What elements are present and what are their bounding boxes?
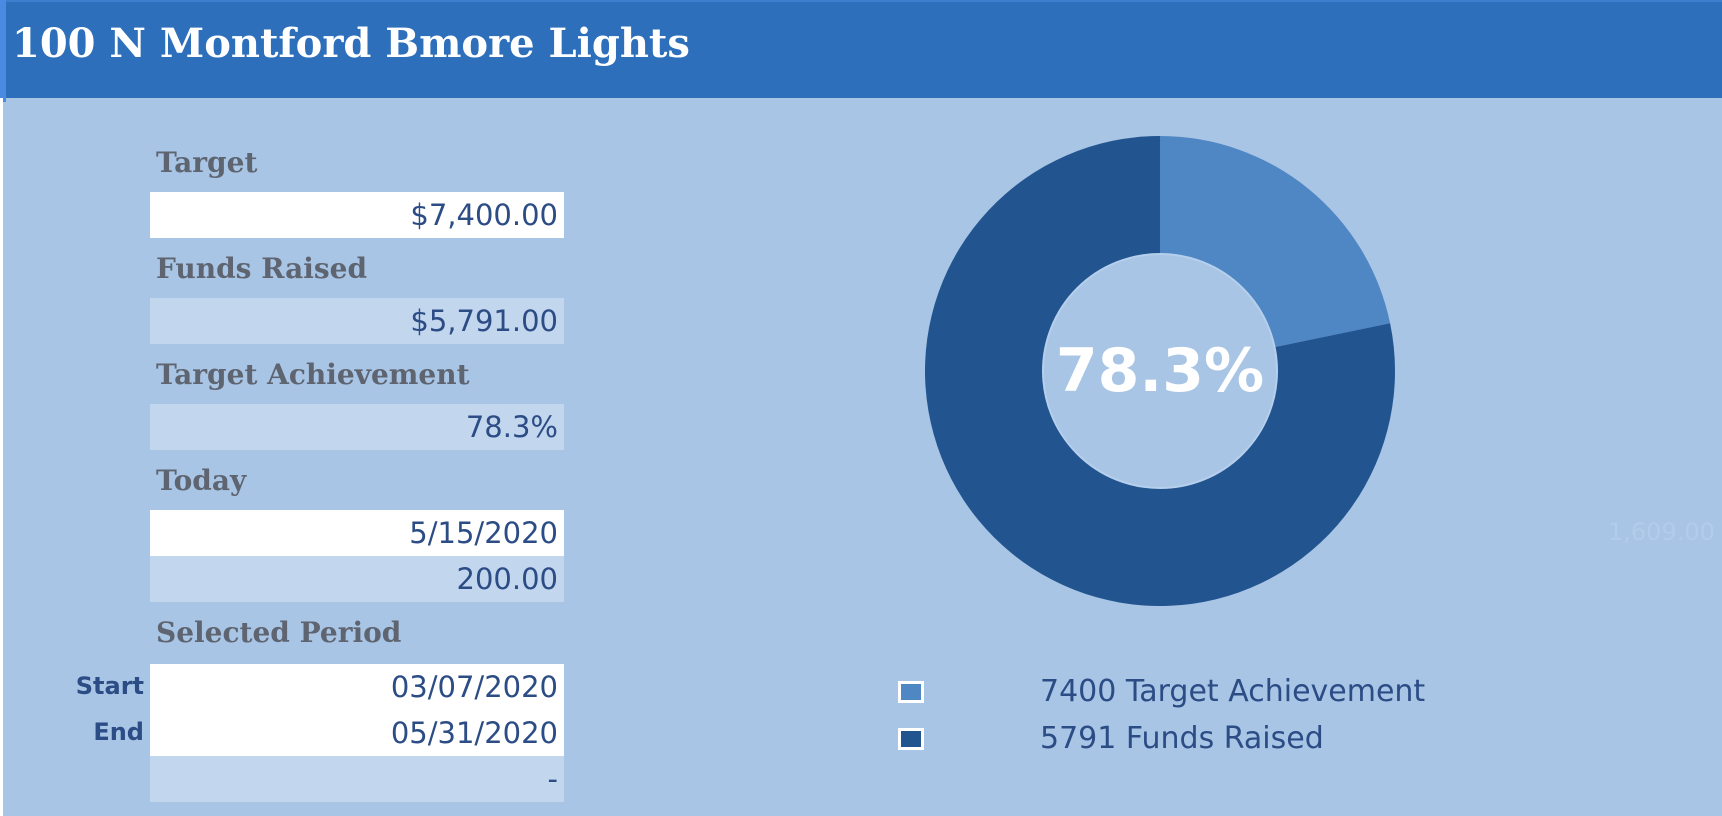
selected-period-label: Selected Period [156,616,402,649]
target-achievement-value-cell[interactable]: 78.3% [150,404,564,450]
funds-raised-value-cell[interactable]: $5,791.00 [150,298,564,344]
end-date-cell[interactable]: 05/31/2020 [150,710,564,756]
left-frame-line [0,98,3,816]
donut-hole [1042,253,1278,489]
legend-swatch-target-achievement [898,681,924,703]
funds-raised-label: Funds Raised [156,252,368,285]
end-label: End [93,718,144,746]
target-label: Target [156,146,258,179]
legend-label-target-achievement: 7400 Target Achievement [1040,674,1426,709]
legend-label-funds-raised: 5791 Funds Raised [1040,721,1324,756]
today-date-cell[interactable]: 5/15/2020 [150,510,564,556]
period-extra-cell[interactable]: - [150,756,564,802]
start-label: Start [75,672,144,700]
header-bar [0,0,1722,98]
header-accent [0,0,6,102]
faint-side-value: 1,609.00 [1608,518,1715,546]
donut-chart: 78.3% [925,136,1395,606]
target-achievement-label: Target Achievement [156,358,470,391]
today-amount-cell[interactable]: 200.00 [150,556,564,602]
page-title: 100 N Montford Bmore Lights [12,20,690,67]
today-label: Today [156,464,247,497]
legend-swatch-funds-raised [898,728,924,750]
start-date-cell[interactable]: 03/07/2020 [150,664,564,710]
target-value-cell[interactable]: $7,400.00 [150,192,564,238]
donut-center-label: 78.3% [1056,336,1264,406]
